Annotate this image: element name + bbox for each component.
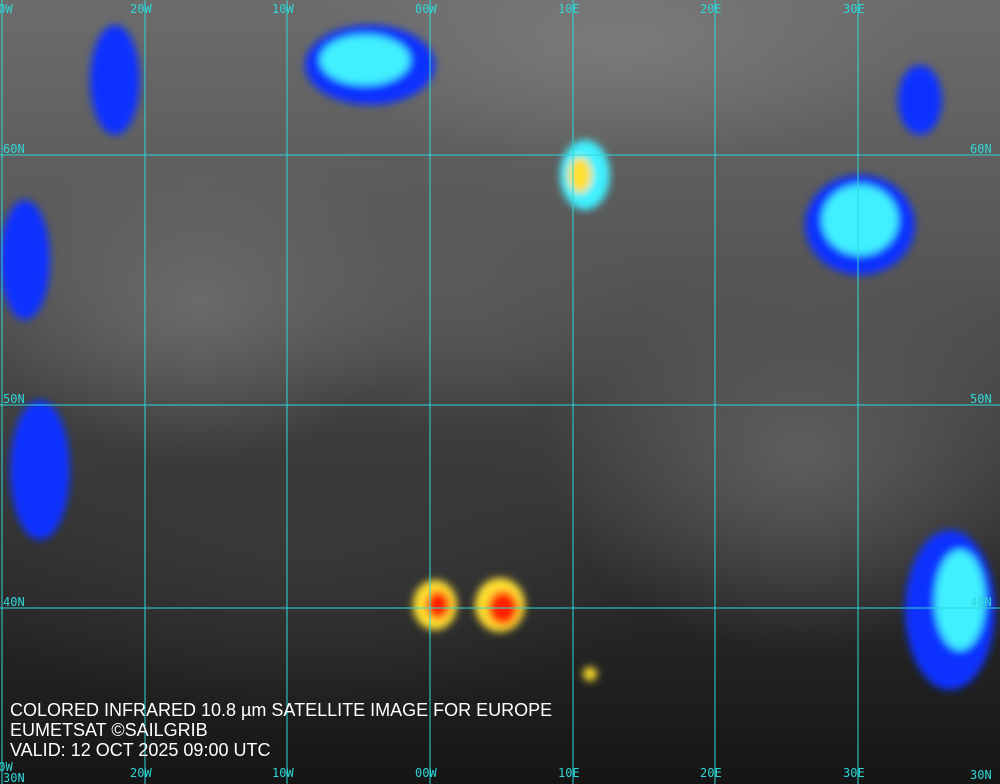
lon-label-top: 20W	[130, 2, 152, 16]
lat-label-right: 30N	[970, 768, 992, 782]
lat-label-left: 60N	[3, 142, 25, 156]
lat-label-left: 40N	[3, 595, 25, 609]
lon-label-top: 20E	[700, 2, 722, 16]
caption-credit: EUMETSAT ©SAILGRIB	[10, 720, 208, 740]
lon-label-top: 10E	[558, 2, 580, 16]
lon-label-bottom: 20W	[130, 766, 152, 780]
cloud-cell	[90, 25, 140, 135]
caption-valid-time: VALID: 12 OCT 2025 09:00 UTC	[10, 740, 271, 760]
cloud-cell	[10, 400, 70, 540]
lon-label-top: 30E	[843, 2, 865, 16]
cloud-cell	[935, 550, 985, 650]
cloud-cell	[568, 157, 592, 193]
caption-title: COLORED INFRARED 10.8 µm SATELLITE IMAGE…	[10, 700, 553, 720]
lat-label-right: 40N	[970, 595, 992, 609]
lon-label-bottom: 00W	[415, 766, 437, 780]
cloud-cell	[320, 35, 410, 85]
cloud-cell	[583, 667, 597, 681]
lon-label-bottom: 30W	[0, 760, 13, 774]
lon-label-bottom: 10W	[272, 766, 294, 780]
lon-label-bottom: 10E	[558, 766, 580, 780]
cloud-cell	[0, 200, 50, 320]
lat-label-right: 60N	[970, 142, 992, 156]
cloud-cell	[426, 591, 450, 619]
lon-label-top: 00W	[415, 2, 437, 16]
cloud-cell	[898, 65, 942, 135]
lon-label-top: 30W	[0, 2, 13, 16]
lat-label-left: 50N	[3, 392, 25, 406]
lon-label-bottom: 20E	[700, 766, 722, 780]
cloud-cell	[822, 185, 898, 255]
lon-label-top: 10W	[272, 2, 294, 16]
lat-label-left: 30N	[3, 771, 25, 784]
lat-label-right: 50N	[970, 392, 992, 406]
lon-label-bottom: 30E	[843, 766, 865, 780]
